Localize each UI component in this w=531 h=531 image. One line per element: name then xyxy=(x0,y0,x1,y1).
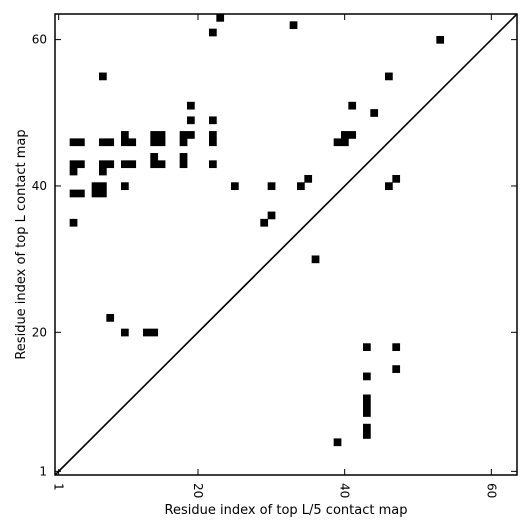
contact-markers xyxy=(69,14,445,447)
contact-point-lower xyxy=(363,372,371,381)
contact-point-upper xyxy=(333,138,342,147)
contact-point-upper xyxy=(209,28,217,37)
x-axis-label: Residue index of top L/5 contact map xyxy=(165,503,408,518)
contact-point-upper xyxy=(77,189,85,198)
contact-point-upper xyxy=(99,167,107,176)
contact-point-upper xyxy=(267,211,276,220)
diagonal-line xyxy=(54,13,518,476)
contact-point-upper xyxy=(370,109,379,117)
contact-point-upper xyxy=(187,101,195,110)
contact-point-upper xyxy=(91,189,100,198)
contact-point-upper xyxy=(297,182,305,191)
contact-point-upper xyxy=(385,72,393,81)
contact-point-upper xyxy=(348,131,357,139)
y-tick-label: 20 xyxy=(32,325,47,339)
contact-point-upper xyxy=(150,153,159,161)
contact-point-upper xyxy=(341,131,349,139)
contact-point-upper xyxy=(179,138,188,147)
contact-point-upper xyxy=(260,218,269,227)
contact-point-upper xyxy=(77,160,85,169)
contact-point-lower xyxy=(150,328,159,337)
contact-point-upper xyxy=(106,138,115,147)
contact-point-upper xyxy=(187,131,195,139)
contact-point-upper xyxy=(128,138,137,147)
contact-point-lower xyxy=(106,314,115,322)
contact-point-upper xyxy=(157,160,166,169)
x-tick-label: 1 xyxy=(52,483,66,491)
contact-point-upper xyxy=(209,138,217,147)
contact-point-upper xyxy=(179,131,188,139)
contact-point-upper xyxy=(106,160,115,169)
contact-point-lower xyxy=(363,423,371,432)
contact-point-upper xyxy=(157,131,166,139)
contact-point-upper xyxy=(348,101,357,110)
contact-point-upper xyxy=(121,138,129,147)
contact-point-upper xyxy=(209,131,217,139)
contact-point-lower xyxy=(363,401,371,410)
contact-point-upper xyxy=(121,131,129,139)
contact-point-upper xyxy=(304,174,313,183)
contact-point-upper xyxy=(311,255,320,264)
plot-frame xyxy=(54,13,518,476)
contact-point-upper xyxy=(121,160,129,169)
contact-point-upper xyxy=(99,138,107,147)
contact-point-upper xyxy=(99,72,107,81)
contact-point-upper xyxy=(436,35,445,44)
contact-point-upper xyxy=(150,138,159,147)
contact-point-lower xyxy=(392,365,401,373)
contact-point-upper xyxy=(99,189,107,198)
contact-point-upper xyxy=(209,116,217,125)
contact-point-upper xyxy=(187,116,195,125)
contact-point-upper xyxy=(77,138,85,147)
contact-point-lower xyxy=(363,343,371,352)
contact-point-upper xyxy=(69,189,78,198)
contact-point-upper xyxy=(69,138,78,147)
y-tick-label: 40 xyxy=(32,179,47,193)
contact-point-upper xyxy=(209,160,217,169)
contact-point-upper xyxy=(99,160,107,169)
contact-point-lower xyxy=(363,431,371,439)
contact-point-lower xyxy=(121,328,129,337)
contact-point-upper xyxy=(69,167,78,176)
y-tick-label: 1 xyxy=(39,464,47,478)
contact-point-upper xyxy=(69,218,78,227)
x-tick-label: 60 xyxy=(484,483,498,498)
contact-point-lower xyxy=(333,438,342,447)
contact-point-upper xyxy=(267,182,276,191)
contact-point-upper xyxy=(150,131,159,139)
contact-point-upper xyxy=(69,160,78,169)
contact-point-upper xyxy=(121,182,129,191)
contact-point-upper xyxy=(179,153,188,161)
contact-point-upper xyxy=(231,182,239,191)
contact-point-upper xyxy=(385,182,393,191)
contact-point-lower xyxy=(363,409,371,417)
contact-point-lower xyxy=(363,394,371,403)
contact-point-upper xyxy=(392,174,401,183)
contact-point-upper xyxy=(157,138,166,147)
x-tick-label: 20 xyxy=(191,483,205,498)
contact-point-upper xyxy=(179,160,188,169)
contact-point-upper xyxy=(150,160,159,169)
contact-point-upper xyxy=(289,21,298,30)
contact-point-upper xyxy=(341,138,349,147)
y-tick-label: 60 xyxy=(32,33,47,47)
contact-point-lower xyxy=(143,328,151,337)
contact-point-upper xyxy=(99,182,107,191)
y-axis-label: Residue index of top L contact map xyxy=(14,129,29,359)
contact-point-upper xyxy=(216,14,225,22)
axis-ticks: 1 20 40 60 1 20 40 60 xyxy=(32,14,517,498)
contact-point-upper xyxy=(91,182,100,191)
x-tick-label: 40 xyxy=(338,483,352,498)
contact-point-lower xyxy=(392,343,401,352)
contact-point-upper xyxy=(128,160,137,169)
